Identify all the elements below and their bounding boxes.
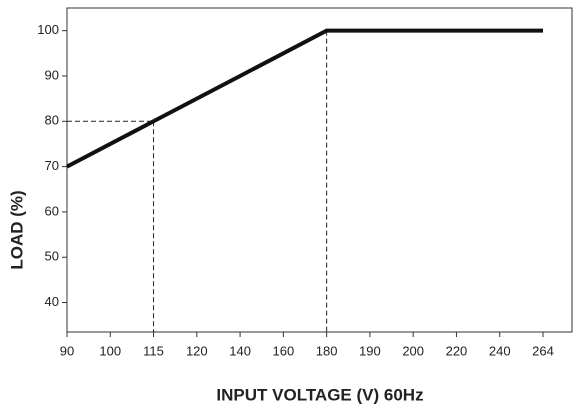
y-axis-title: LOAD (%) [7, 190, 26, 269]
plot-frame [66, 7, 573, 333]
y-tick-label: 70 [45, 158, 59, 173]
y-tick-label: 80 [45, 113, 59, 128]
x-tick-label: 190 [359, 343, 381, 358]
data-line [66, 28, 543, 169]
x-tick-label: 140 [229, 343, 251, 358]
x-axis-title: INPUT VOLTAGE (V) 60Hz [216, 385, 423, 404]
y-tick-label: 50 [45, 249, 59, 264]
x-tick-label: 90 [60, 343, 74, 358]
x-tick-label: 200 [402, 343, 424, 358]
x-tick-label: 160 [273, 343, 295, 358]
y-tick-label: 100 [37, 22, 59, 37]
x-tick-label: 240 [489, 343, 511, 358]
x-tick-label: 220 [446, 343, 468, 358]
x-tick-label: 100 [99, 343, 121, 358]
x-tick-label: 115 [143, 343, 164, 358]
x-tick-label: 120 [186, 343, 208, 358]
x-tick-label: 264 [532, 343, 554, 358]
y-tick-label: 90 [45, 67, 59, 82]
y-tick-label: 40 [45, 294, 59, 309]
x-tick-label: 180 [316, 343, 338, 358]
y-tick-label: 60 [45, 203, 59, 218]
